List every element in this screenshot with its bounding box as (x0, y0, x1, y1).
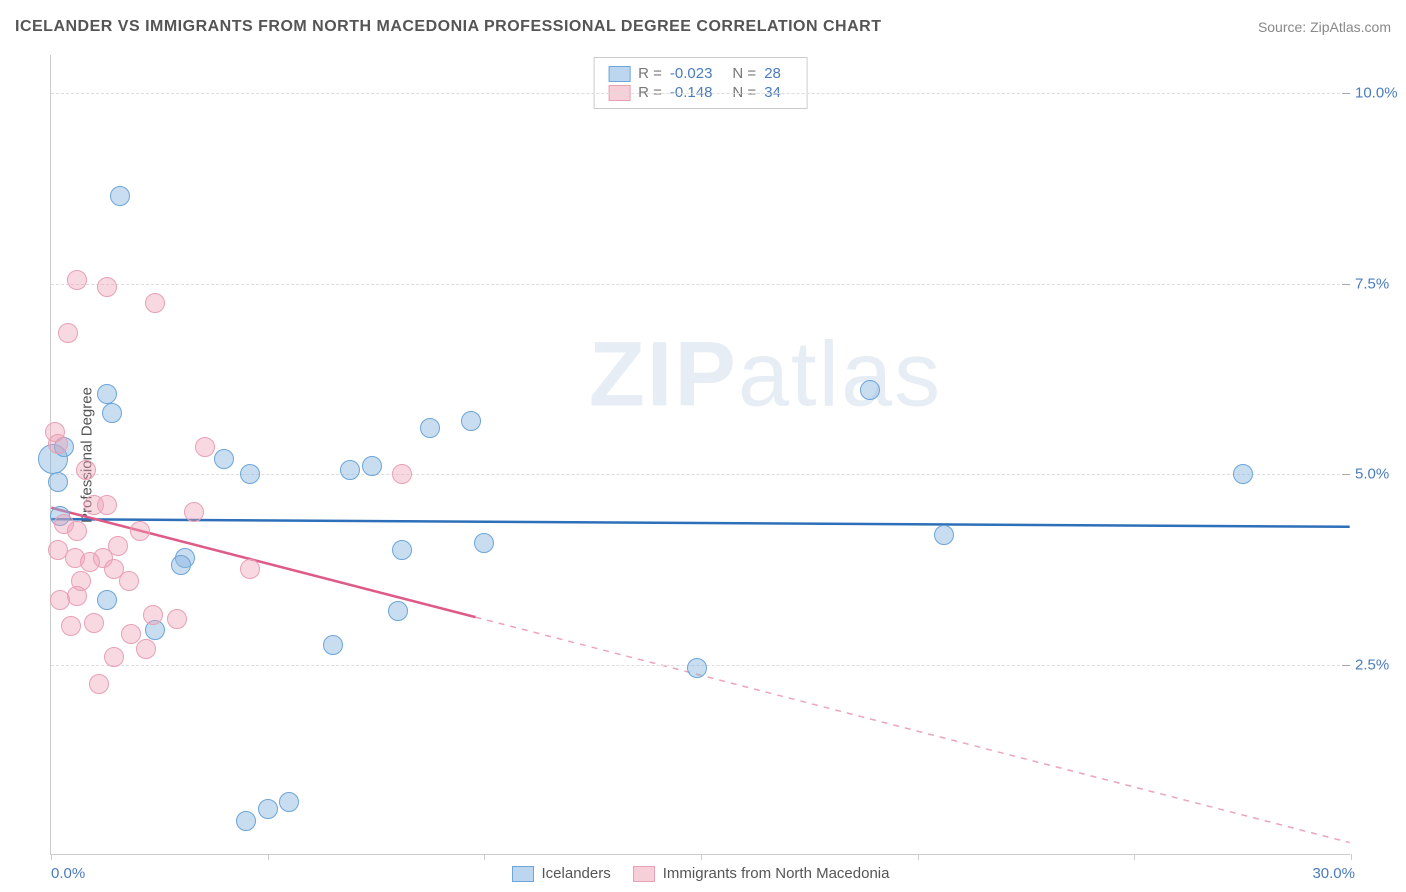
data-point (143, 605, 163, 625)
data-point (184, 502, 204, 522)
data-point (102, 403, 122, 423)
legend-item-blue: Icelanders (512, 865, 611, 882)
data-point (461, 411, 481, 431)
data-point (860, 380, 880, 400)
gridline (51, 284, 1350, 285)
data-point (258, 799, 278, 819)
x-tick-mark (701, 854, 702, 860)
data-point (80, 552, 100, 572)
legend-item-pink: Immigrants from North Macedonia (633, 865, 890, 882)
data-point (121, 624, 141, 644)
scatter-plot-area: Professional Degree ZIPatlas R = -0.023 … (50, 55, 1350, 855)
data-point (167, 609, 187, 629)
data-point (104, 647, 124, 667)
data-point (84, 613, 104, 633)
data-point (89, 674, 109, 694)
data-point (388, 601, 408, 621)
data-point (136, 639, 156, 659)
x-tick-mark (1351, 854, 1352, 860)
data-point (54, 514, 74, 534)
data-point (240, 464, 260, 484)
data-point (145, 293, 165, 313)
data-point (474, 533, 494, 553)
trend-line-dashed (475, 617, 1349, 842)
trend-line-solid (51, 519, 1349, 527)
data-point (119, 571, 139, 591)
correlation-stats-box: R = -0.023 N = 28 R = -0.148 N = 34 (593, 57, 808, 109)
legend-swatch-pink-icon (633, 866, 655, 882)
data-point (420, 418, 440, 438)
x-tick-mark (1134, 854, 1135, 860)
y-tick-mark (1342, 284, 1350, 285)
data-point (97, 590, 117, 610)
data-point (97, 495, 117, 515)
data-point (236, 811, 256, 831)
y-tick-mark (1342, 93, 1350, 94)
x-tick-mark (268, 854, 269, 860)
data-point (195, 437, 215, 457)
data-point (58, 323, 78, 343)
data-point (97, 277, 117, 297)
stat-row-blue: R = -0.023 N = 28 (608, 64, 793, 83)
data-point (392, 464, 412, 484)
data-point (48, 472, 68, 492)
data-point (61, 616, 81, 636)
trend-lines (51, 55, 1350, 854)
data-point (323, 635, 343, 655)
data-point (240, 559, 260, 579)
source-credit: Source: ZipAtlas.com (1258, 19, 1391, 35)
data-point (97, 384, 117, 404)
x-tick-mark (51, 854, 52, 860)
x-axis-max-label: 30.0% (1312, 865, 1355, 882)
y-tick-mark (1342, 665, 1350, 666)
x-axis-min-label: 0.0% (51, 865, 85, 882)
data-point (934, 525, 954, 545)
legend-bottom: Icelanders Immigrants from North Macedon… (512, 865, 890, 882)
data-point (362, 456, 382, 476)
data-point (76, 460, 96, 480)
x-tick-mark (484, 854, 485, 860)
y-tick-label: 2.5% (1355, 656, 1406, 673)
data-point (279, 792, 299, 812)
y-tick-label: 10.0% (1355, 85, 1406, 102)
data-point (1233, 464, 1253, 484)
legend-swatch-blue-icon (512, 866, 534, 882)
y-tick-label: 5.0% (1355, 466, 1406, 483)
data-point (67, 586, 87, 606)
gridline (51, 93, 1350, 94)
chart-title: ICELANDER VS IMMIGRANTS FROM NORTH MACED… (15, 18, 882, 36)
data-point (392, 540, 412, 560)
y-tick-label: 7.5% (1355, 275, 1406, 292)
x-tick-mark (918, 854, 919, 860)
data-point (110, 186, 130, 206)
data-point (687, 658, 707, 678)
y-tick-mark (1342, 474, 1350, 475)
data-point (214, 449, 234, 469)
data-point (130, 521, 150, 541)
data-point (50, 590, 70, 610)
data-point (171, 555, 191, 575)
watermark: ZIPatlas (589, 322, 942, 427)
data-point (67, 270, 87, 290)
swatch-blue-icon (608, 66, 630, 82)
data-point (48, 434, 68, 454)
data-point (340, 460, 360, 480)
